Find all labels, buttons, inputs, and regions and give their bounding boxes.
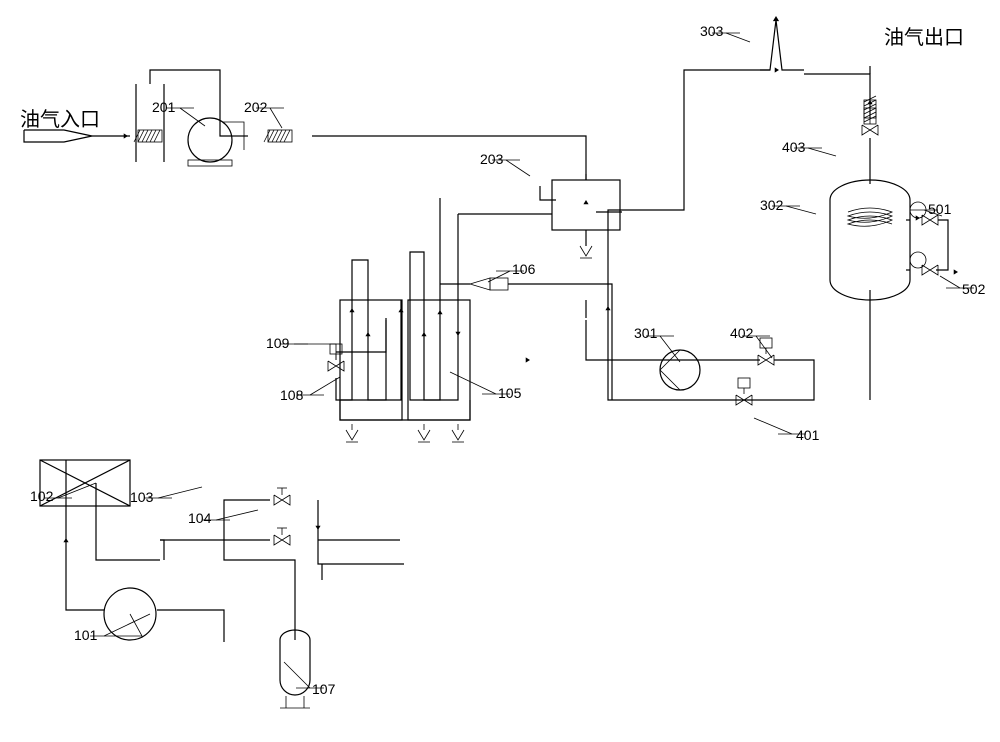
svg-text:501: 501	[928, 201, 952, 217]
svg-text:102: 102	[30, 488, 54, 504]
svg-text:105: 105	[498, 385, 522, 401]
svg-text:202: 202	[244, 99, 268, 115]
svg-text:106: 106	[512, 261, 536, 277]
svg-text:401: 401	[796, 427, 820, 443]
svg-text:104: 104	[188, 510, 212, 526]
svg-text:403: 403	[782, 139, 806, 155]
svg-text:油气入口: 油气入口	[20, 108, 100, 131]
svg-text:203: 203	[480, 151, 504, 167]
svg-text:101: 101	[74, 627, 98, 643]
svg-text:402: 402	[730, 325, 754, 341]
svg-text:303: 303	[700, 23, 724, 39]
p-and-id-diagram: 油气入口 油气出口 101 102 103 104 105 106 107 108 109 201 20…	[0, 0, 1000, 742]
svg-text:201: 201	[152, 99, 176, 115]
svg-text:301: 301	[634, 325, 658, 341]
svg-text:107: 107	[312, 681, 336, 697]
svg-text:油气出口: 油气出口	[884, 26, 964, 49]
svg-text:103: 103	[130, 489, 154, 505]
svg-text:302: 302	[760, 197, 784, 213]
svg-text:109: 109	[266, 335, 290, 351]
svg-text:108: 108	[280, 387, 304, 403]
svg-text:502: 502	[962, 281, 986, 297]
